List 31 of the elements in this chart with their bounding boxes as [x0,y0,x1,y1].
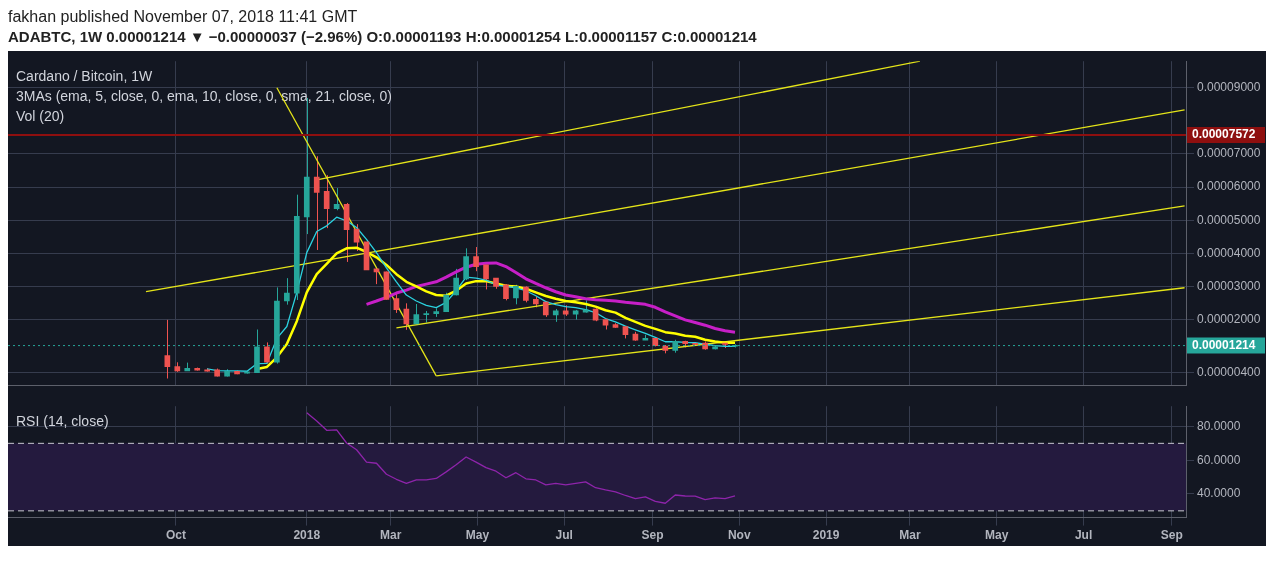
y-tick-label: 0.00004000 [1197,245,1261,260]
x-tick-label: 2018 [293,528,321,543]
x-tick-label: Nov [727,528,751,543]
y-tick-label: 0.00006000 [1197,179,1261,194]
y-tick-label: 0.00007000 [1197,146,1261,161]
x-tick-label: Mar [899,528,921,543]
y-tick-label: 0.00002000 [1197,311,1261,326]
x-tick-label: 2019 [812,528,840,543]
y-tick-label: 0.00009000 [1197,80,1261,95]
annotation: Vol (20) [16,108,65,125]
x-tick-label: Mar [380,528,402,543]
y-tick-label: 0.00005000 [1197,212,1261,227]
y-tick-label: 0.00003000 [1197,278,1261,293]
y-tick-label: 60.0000 [1197,452,1241,467]
y-tick-label: 40.0000 [1197,486,1241,501]
x-tick-label: Jul [555,528,573,543]
x-tick-label: Jul [1074,528,1093,543]
x-tick-label: May [465,528,490,543]
ref-line-label: 0.00001214 [1192,337,1256,352]
x-tick-label: Oct [165,528,186,543]
chart-subtitle: ADABTC, 1W 0.00001214 ▼ −0.00000037 (−2.96%) O:0.00001193 H:0.00001254 L:0.00001157 C:0.00001214 [8,28,758,45]
annotation: RSI (14, close) [16,413,109,430]
annotation: 3MAs (ema, 5, close, 0, ema, 10, close, 0, sma, 21, close, 0) [16,88,392,105]
y-tick-label: 80.0000 [1197,418,1241,433]
x-tick-label: Sep [641,528,664,543]
x-tick-label: Sep [1160,528,1183,543]
ref-line-label: 0.00007572 [1192,127,1256,142]
annotation: Cardano / Bitcoin, 1W [16,68,153,85]
chart-title: fakhan published November 07, 2018 11:41 GMT [8,8,359,26]
x-tick-label: May [985,528,1009,543]
y-tick-label: 0.00000400 [1197,364,1261,379]
